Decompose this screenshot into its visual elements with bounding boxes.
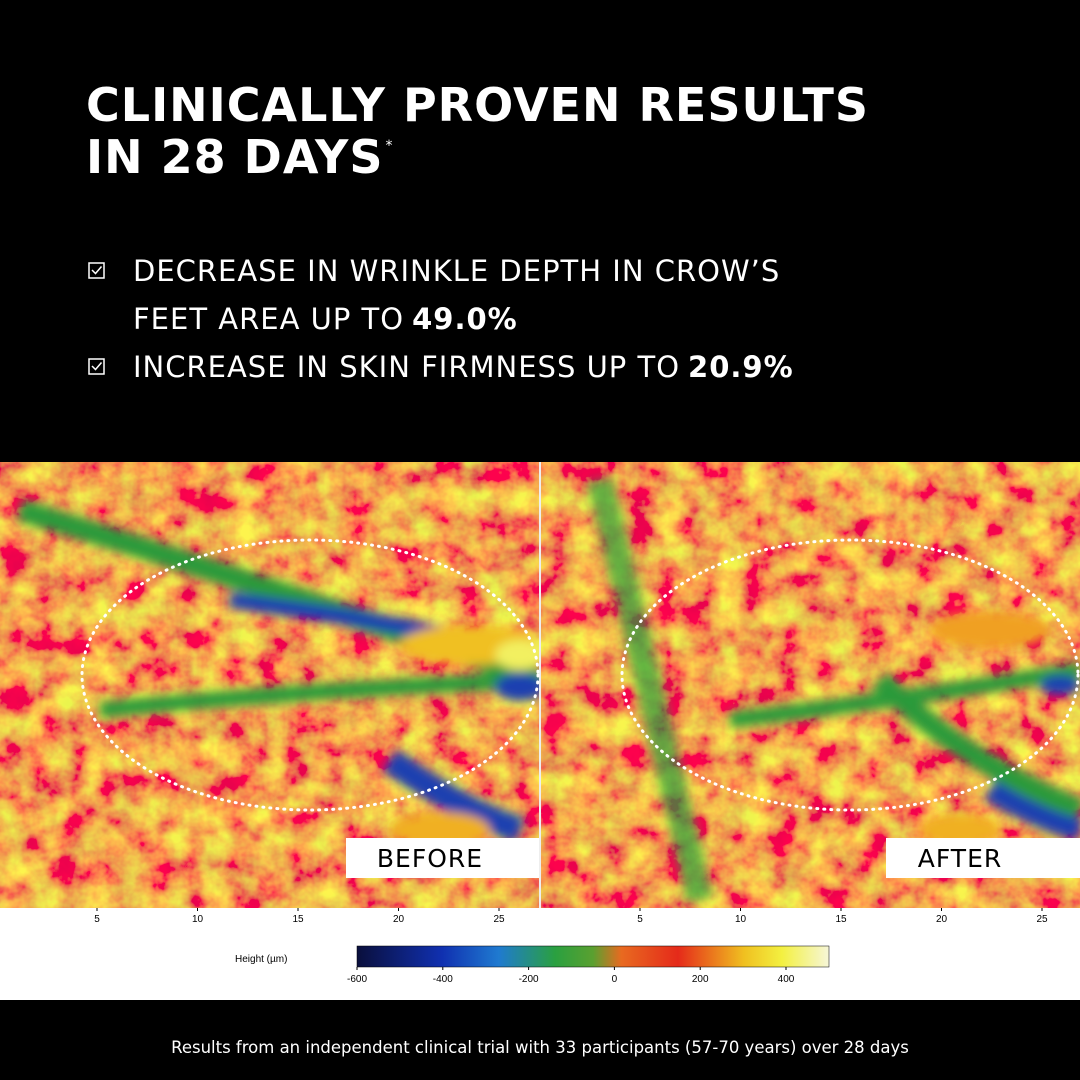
title-line: CLINICALLY PROVEN RESULTS: [86, 78, 869, 132]
colorbar-label: Height (µm): [235, 954, 287, 965]
x-tick-label: 5: [637, 914, 643, 925]
label-box: [346, 838, 539, 878]
colorbar-tick-label: -600: [347, 974, 367, 985]
colorbar-tick-label: -400: [433, 974, 453, 985]
x-tick-label: 25: [493, 914, 505, 925]
before-map: [0, 462, 539, 908]
checkbox: [88, 262, 105, 279]
x-tick-label: 10: [192, 914, 204, 925]
x-tick-label: 5: [94, 914, 100, 925]
checkbox: [88, 358, 105, 375]
x-tick-label: 15: [292, 914, 304, 925]
label-box: [886, 838, 1080, 878]
divider: [539, 462, 541, 908]
highlight-ellipse: [80, 538, 540, 812]
panel-label: BEFORE: [377, 844, 483, 873]
checkmark: [91, 266, 103, 275]
footnote: Results from an independent clinical tri…: [171, 1038, 909, 1057]
claim-text: INCREASE IN SKIN FIRMNESS UP TO: [133, 350, 680, 384]
after-map: [541, 462, 1080, 908]
title-line: IN 28 DAYS: [86, 130, 383, 184]
asterisk: *: [385, 138, 392, 154]
x-tick-label: 15: [835, 914, 847, 925]
panel-label: AFTER: [918, 844, 1002, 873]
claim-value: 20.9%: [688, 350, 794, 384]
colorbar-tick-label: 200: [692, 974, 709, 985]
colorbar-tick-label: -200: [519, 974, 539, 985]
checkmark: [91, 362, 103, 371]
colorbar-tick-label: 400: [778, 974, 795, 985]
highlight-ellipse: [620, 538, 1080, 812]
claim-value: 49.0%: [412, 302, 518, 336]
x-tick-label: 25: [1036, 914, 1048, 925]
x-tick-label: 20: [936, 914, 948, 925]
claim-text: DECREASE IN WRINKLE DEPTH IN CROW’S: [133, 254, 780, 288]
claim-text: FEET AREA UP TO: [133, 302, 404, 336]
x-tick-label: 20: [393, 914, 405, 925]
colorbar-tick-label: 0: [612, 974, 618, 985]
colorbar: [356, 945, 830, 968]
x-tick-label: 10: [735, 914, 747, 925]
